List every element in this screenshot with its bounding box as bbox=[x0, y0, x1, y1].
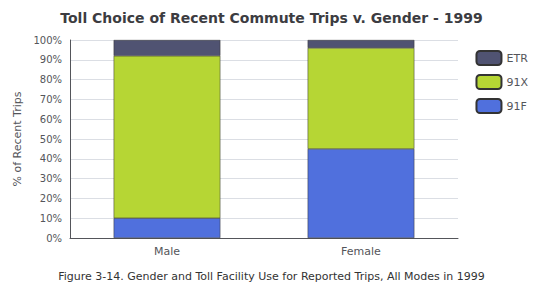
svg-text:% of Recent Trips: % of Recent Trips bbox=[11, 91, 24, 186]
svg-text:20%: 20% bbox=[40, 193, 62, 204]
svg-text:70%: 70% bbox=[40, 94, 62, 105]
svg-text:90%: 90% bbox=[40, 54, 62, 65]
svg-text:91X: 91X bbox=[506, 76, 528, 89]
svg-text:Female: Female bbox=[341, 245, 381, 258]
svg-text:40%: 40% bbox=[40, 153, 62, 164]
svg-text:100%: 100% bbox=[33, 35, 62, 46]
svg-text:0%: 0% bbox=[46, 233, 62, 244]
svg-text:Figure 3-14. Gender and Toll F: Figure 3-14. Gender and Toll Facility Us… bbox=[58, 270, 485, 283]
svg-text:50%: 50% bbox=[40, 134, 62, 145]
svg-text:80%: 80% bbox=[40, 74, 62, 85]
svg-text:Toll Choice of Recent Commute: Toll Choice of Recent Commute Trips v. G… bbox=[60, 10, 482, 26]
svg-text:30%: 30% bbox=[40, 173, 62, 184]
svg-text:10%: 10% bbox=[40, 213, 62, 224]
svg-text:91F: 91F bbox=[506, 100, 526, 113]
svg-text:Male: Male bbox=[154, 245, 180, 258]
svg-text:ETR: ETR bbox=[506, 52, 528, 65]
svg-text:60%: 60% bbox=[40, 114, 62, 125]
